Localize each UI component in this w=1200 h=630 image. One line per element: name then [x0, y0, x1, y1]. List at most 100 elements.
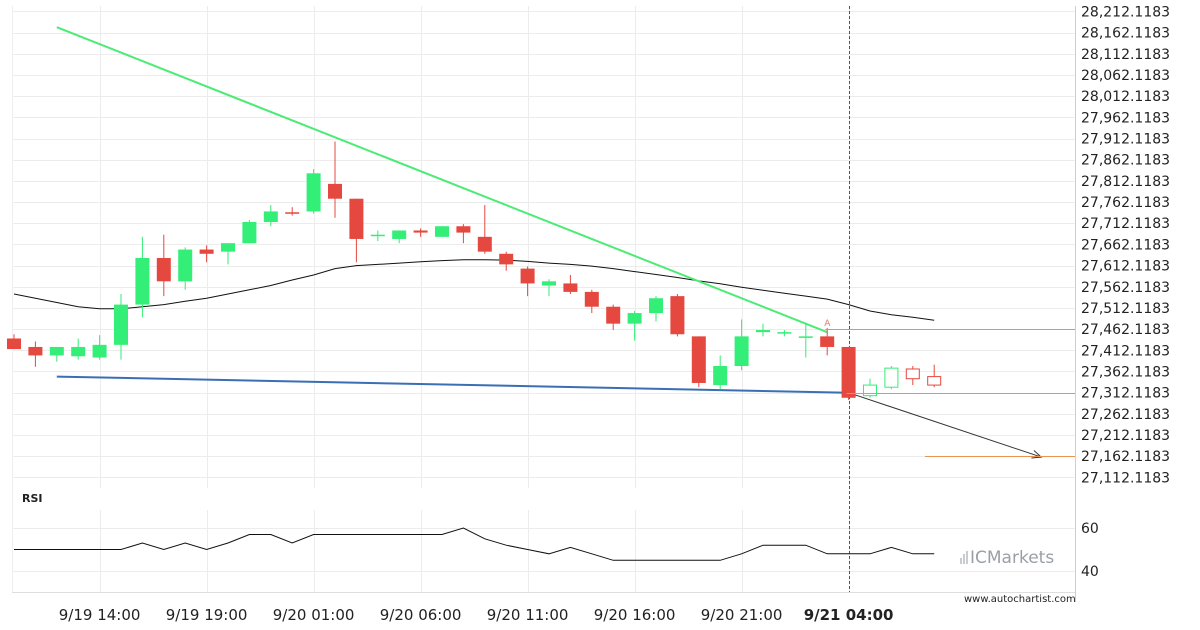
- candles: [7, 141, 942, 400]
- candle-body: [199, 249, 214, 254]
- candle-body: [905, 368, 920, 380]
- candle: [7, 334, 21, 350]
- candle-body: [392, 230, 407, 239]
- price-tick-label: 27,212.1183: [1081, 428, 1170, 444]
- candle: [584, 289, 599, 314]
- moving-average-line: [13, 259, 935, 321]
- candle: [71, 338, 86, 360]
- candle-body: [884, 367, 899, 388]
- price-tick-label: 27,412.1183: [1081, 343, 1170, 359]
- candle-body: [777, 332, 792, 334]
- candle-body: [71, 346, 86, 357]
- candle-body: [178, 249, 193, 282]
- candle-body: [606, 306, 621, 324]
- candle-body: [691, 336, 706, 383]
- candle-body: [413, 230, 428, 233]
- candle: [777, 330, 792, 337]
- candle-body: [370, 234, 385, 237]
- candle-body: [798, 336, 813, 338]
- candle-body: [306, 173, 321, 212]
- price-tick-label: 27,312.1183: [1081, 386, 1170, 402]
- candle: [520, 266, 535, 297]
- candle: [606, 304, 621, 331]
- price-tick-label: 27,362.1183: [1081, 364, 1170, 380]
- candle: [563, 274, 578, 295]
- candle: [627, 310, 642, 341]
- candle: [477, 205, 492, 254]
- candle: [734, 319, 749, 371]
- candle: [798, 323, 813, 358]
- candle-body: [820, 336, 835, 347]
- candle-body: [135, 258, 150, 305]
- candle: [841, 346, 856, 400]
- brand-logo: ICMarkets: [960, 548, 1054, 568]
- candle-body: [477, 236, 492, 252]
- candle-body: [542, 281, 556, 286]
- levels: A: [824, 319, 1075, 457]
- rsi-panel: RSI: [14, 492, 935, 561]
- price-tick-label: 27,612.1183: [1081, 259, 1170, 275]
- candle: [542, 279, 556, 297]
- price-tick-label: 27,762.1183: [1081, 195, 1170, 211]
- candle: [820, 327, 835, 356]
- candle-body: [649, 298, 663, 314]
- time-tick-label: 9/21 04:00: [804, 606, 894, 624]
- price-tick-label: 27,462.1183: [1081, 322, 1170, 338]
- candle: [135, 236, 150, 318]
- projected-candle: [863, 378, 877, 398]
- candle-body: [328, 183, 342, 199]
- candle: [156, 234, 171, 297]
- moving-average: [13, 259, 935, 321]
- time-tick-label: 9/20 21:00: [701, 606, 783, 624]
- candle: [392, 230, 407, 244]
- candle-body: [114, 304, 128, 345]
- candle-body: [49, 346, 64, 356]
- candle-body: [627, 313, 642, 324]
- projected-candle: [884, 366, 899, 390]
- candle-body: [520, 268, 535, 284]
- candle: [349, 198, 364, 263]
- price-tick-label: 27,512.1183: [1081, 301, 1170, 317]
- candle-body: [349, 198, 364, 239]
- candle: [114, 294, 128, 360]
- rsi-tick-label: 60: [1081, 521, 1099, 537]
- candle: [328, 141, 342, 218]
- price-tick-label: 27,962.1183: [1081, 110, 1170, 126]
- candle-body: [670, 296, 685, 335]
- candle: [670, 294, 685, 337]
- candle-body: [756, 330, 770, 333]
- candle-body: [584, 291, 599, 307]
- pattern-marker-label: A: [824, 319, 831, 329]
- price-tick-label: 27,862.1183: [1081, 153, 1170, 169]
- candle-body: [263, 211, 278, 223]
- projection-arrow-head: [1031, 450, 1043, 459]
- rsi-line: [14, 527, 935, 561]
- price-tick-label: 27,162.1183: [1081, 449, 1170, 465]
- price-tick-label: 28,162.1183: [1081, 26, 1170, 42]
- price-tick-label: 28,062.1183: [1081, 68, 1170, 84]
- candle-body: [563, 283, 578, 292]
- price-tick-label: 27,912.1183: [1081, 132, 1170, 148]
- candle: [435, 226, 449, 237]
- candle-body: [156, 258, 171, 282]
- trendlines: [56, 26, 1043, 459]
- projected-candle: [927, 364, 942, 388]
- candle-body: [242, 222, 257, 244]
- price-tick-label: 28,112.1183: [1081, 47, 1170, 63]
- candle-body: [7, 338, 21, 350]
- candle: [92, 335, 107, 360]
- time-tick-label: 9/19 14:00: [59, 606, 141, 624]
- price-tick-label: 27,712.1183: [1081, 216, 1170, 232]
- candle-body: [927, 376, 942, 386]
- candle-body: [863, 384, 877, 397]
- time-tick-label: 9/19 19:00: [166, 606, 248, 624]
- candle: [285, 207, 300, 216]
- candle: [306, 169, 321, 214]
- candle: [370, 230, 385, 242]
- price-tick-label: 27,262.1183: [1081, 407, 1170, 423]
- price-tick-label: 27,562.1183: [1081, 280, 1170, 296]
- rsi-title: RSI: [22, 492, 43, 505]
- watermark-url: www.autochartist.com: [964, 594, 1076, 605]
- candle: [49, 346, 64, 362]
